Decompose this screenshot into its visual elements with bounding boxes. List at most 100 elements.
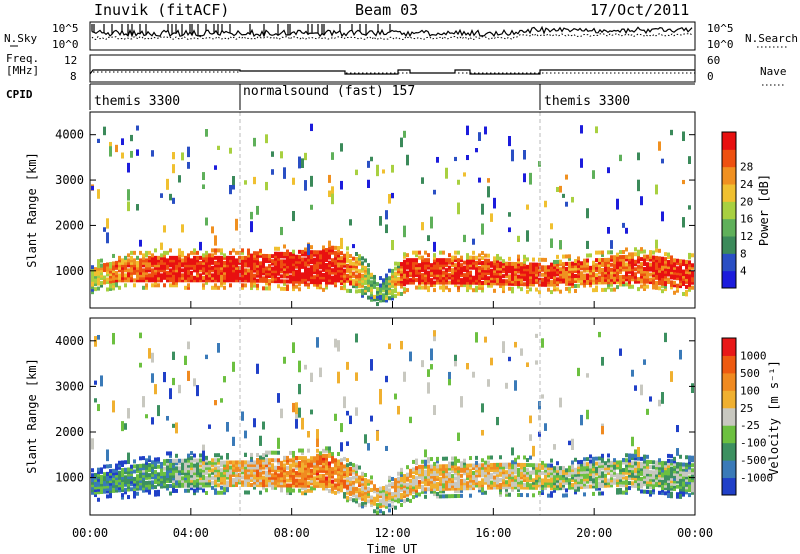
data-cell xyxy=(667,265,670,270)
data-cell xyxy=(304,468,307,473)
data-cell xyxy=(340,271,343,276)
data-cell xyxy=(130,260,133,265)
data-cell xyxy=(163,268,166,273)
data-cell xyxy=(166,463,169,468)
data-cell xyxy=(91,267,94,272)
data-cell xyxy=(139,250,142,255)
data-cell xyxy=(628,463,631,468)
data-cell xyxy=(304,463,307,468)
data-cell xyxy=(547,478,550,483)
data-cell xyxy=(493,465,496,470)
data-cell xyxy=(103,472,106,477)
data-cell xyxy=(619,348,622,356)
data-cell xyxy=(316,481,319,486)
data-cell xyxy=(316,453,319,458)
data-cell xyxy=(604,272,607,277)
data-cell xyxy=(130,482,133,487)
data-cell xyxy=(487,463,490,468)
data-cell xyxy=(508,274,511,279)
data-cell xyxy=(292,471,295,476)
data-cell xyxy=(214,473,217,478)
data-cell xyxy=(115,270,118,275)
data-cell xyxy=(280,226,283,236)
data-cell xyxy=(301,468,304,473)
data-cell xyxy=(529,475,532,480)
data-cell xyxy=(133,263,136,268)
data-cell xyxy=(358,269,361,274)
data-cell xyxy=(283,274,286,279)
data-cell xyxy=(202,473,205,478)
data-cell xyxy=(295,254,298,259)
cpid-mode-2: normalsound (fast) 157 xyxy=(243,84,415,99)
colorbar-segment xyxy=(722,460,736,479)
data-cell xyxy=(361,496,364,501)
data-cell xyxy=(631,269,634,274)
data-cell xyxy=(559,289,562,294)
data-cell xyxy=(634,481,637,486)
data-cell xyxy=(424,265,427,270)
data-cell xyxy=(253,256,256,261)
data-cell xyxy=(130,469,133,474)
data-cell xyxy=(187,270,190,275)
data-cell xyxy=(490,283,493,288)
data-cell xyxy=(412,485,415,490)
data-cell xyxy=(433,288,436,293)
data-cell xyxy=(529,483,532,488)
data-cell xyxy=(154,278,157,283)
data-cell xyxy=(571,281,574,286)
data-cell xyxy=(409,263,412,268)
data-cell xyxy=(115,265,118,270)
data-cell xyxy=(208,475,211,480)
data-cell xyxy=(466,275,469,280)
data-cell xyxy=(562,470,565,475)
data-cell xyxy=(271,478,274,483)
data-cell xyxy=(334,280,337,285)
data-cell xyxy=(562,274,565,279)
data-cell xyxy=(214,278,217,283)
data-cell xyxy=(442,489,445,494)
data-cell xyxy=(607,270,610,275)
data-cell xyxy=(691,455,694,460)
data-cell xyxy=(100,487,103,492)
data-cell xyxy=(148,475,151,480)
data-cell xyxy=(148,250,151,255)
data-cell xyxy=(319,478,322,483)
data-cell xyxy=(424,250,427,255)
data-cell xyxy=(610,282,613,287)
data-cell xyxy=(481,478,484,483)
data-cell xyxy=(682,470,685,475)
data-cell xyxy=(148,465,151,470)
data-cell xyxy=(331,248,334,253)
data-cell xyxy=(133,250,136,255)
data-cell xyxy=(571,438,574,450)
data-cell xyxy=(418,484,421,489)
data-cell xyxy=(280,473,283,478)
data-cell xyxy=(634,279,637,284)
data-cell xyxy=(481,473,484,478)
data-cell xyxy=(364,495,367,500)
data-cell xyxy=(550,471,553,476)
data-cell xyxy=(643,262,646,267)
data-cell xyxy=(145,283,148,288)
data-cell xyxy=(178,275,181,280)
data-cell xyxy=(619,280,622,285)
data-cell xyxy=(400,502,403,507)
data-cell xyxy=(274,485,277,490)
data-cell xyxy=(367,481,370,486)
data-cell xyxy=(454,486,457,491)
data-cell xyxy=(193,378,196,387)
data-cell xyxy=(430,477,433,482)
data-cell xyxy=(616,465,619,470)
data-cell xyxy=(619,255,622,260)
data-cell xyxy=(637,249,640,254)
data-cell xyxy=(649,277,652,282)
data-cell xyxy=(511,276,514,281)
data-cell xyxy=(124,480,127,485)
data-cell xyxy=(154,490,157,495)
data-cell xyxy=(469,456,472,461)
data-cell xyxy=(217,260,220,265)
data-cell xyxy=(493,475,496,480)
data-cell xyxy=(211,258,214,263)
data-cell xyxy=(673,474,676,479)
data-cell xyxy=(628,473,631,478)
